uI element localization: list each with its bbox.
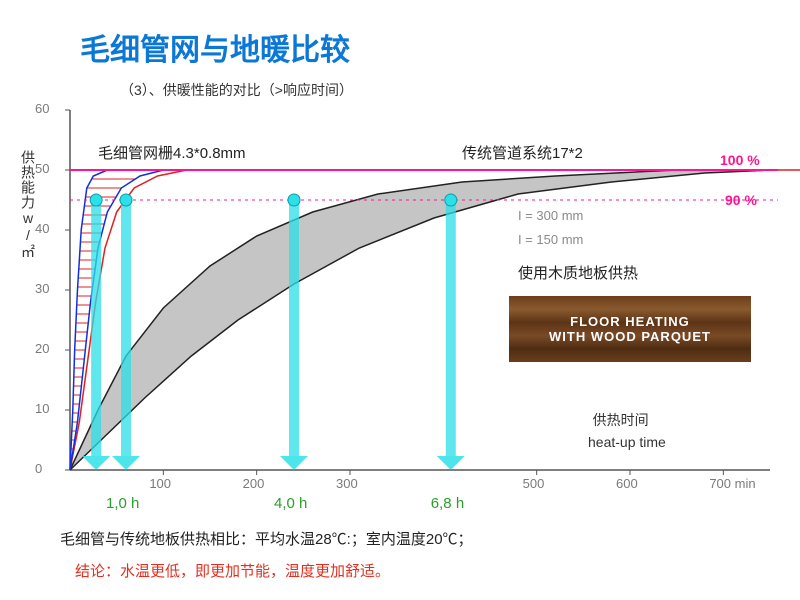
capillary-series-label: 毛细管网栅4.3*0.8mm [98, 142, 246, 163]
y-tick: 20 [35, 341, 49, 356]
comparison-note: 毛细管与传统地板供热相比：平均水温28℃:；室内温度20℃； [60, 528, 473, 549]
conclusion-note: 结论：水温更低，即更加节能，温度更加舒适。 [75, 560, 390, 581]
y-tick: 40 [35, 221, 49, 236]
ref-90pct-label: 90 % [725, 192, 757, 208]
x-tick: 500 [523, 476, 545, 491]
ref-100pct-label: 100 % [720, 152, 760, 168]
x-axis-label-zh: 供热时间 [593, 410, 649, 430]
y-tick: 60 [35, 101, 49, 116]
wood-floor-zh-label: 使用木质地板供热 [518, 262, 638, 283]
x-tick: 600 [616, 476, 638, 491]
traditional-series-label: 传统管道系统17*2 [462, 142, 583, 163]
x-axis-label-en: heat-up time [588, 434, 666, 450]
x-tick: 300 [336, 476, 358, 491]
x-tick: 700 min [709, 476, 755, 491]
spacing-300-label: I = 300 mm [518, 208, 583, 223]
wood-parquet-panel: FLOOR HEATING WITH WOOD PARQUET [509, 296, 752, 362]
x-tick: 100 [149, 476, 171, 491]
arrow-time-label: 1,0 h [106, 495, 139, 512]
y-tick: 50 [35, 161, 49, 176]
y-tick: 0 [35, 461, 42, 476]
arrow-time-label: 4,0 h [274, 495, 307, 512]
arrow-time-label: 6,8 h [431, 495, 464, 512]
x-tick: 200 [243, 476, 265, 491]
y-tick: 10 [35, 401, 49, 416]
spacing-150-label: I = 150 mm [518, 232, 583, 247]
wood-parquet-text: FLOOR HEATING WITH WOOD PARQUET [549, 314, 711, 344]
y-tick: 30 [35, 281, 49, 296]
